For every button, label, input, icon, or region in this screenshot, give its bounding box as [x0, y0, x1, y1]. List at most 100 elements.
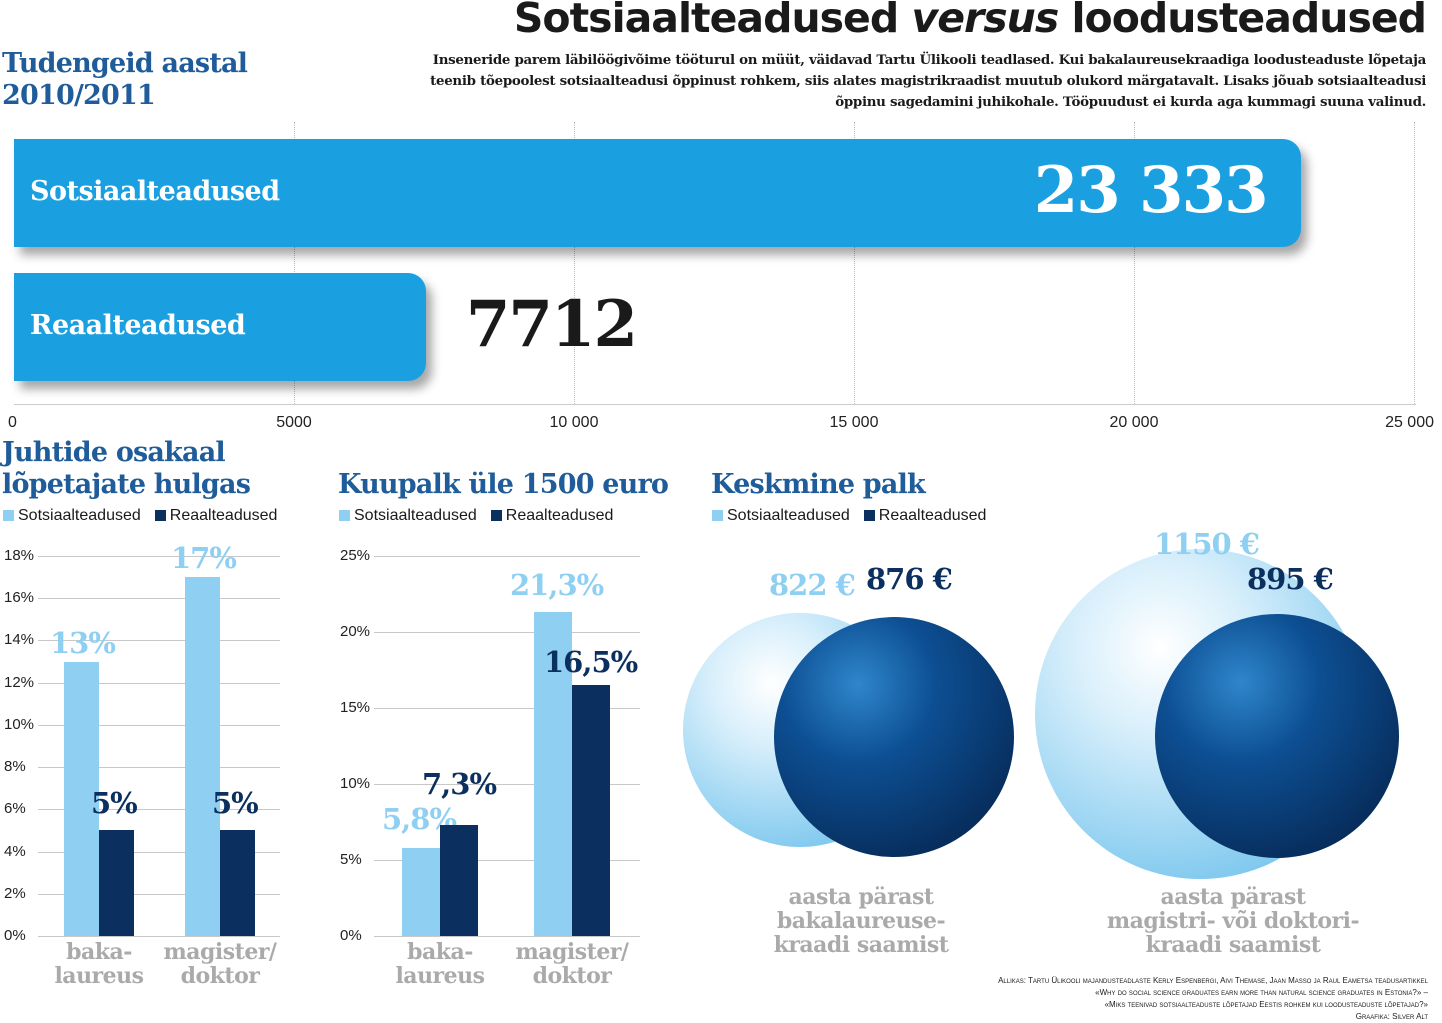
managers-bar-chart: 0% 2% 4% 6% 8% 10% 12% 14% 16% 18% 13% 5% baka-laure…: [0, 540, 300, 1010]
y-tick-label: 14%: [4, 631, 35, 649]
legend-item-social: Sotsiaalteadused: [712, 507, 850, 525]
category-label-line: magister/: [515, 939, 629, 965]
y-tick-label: 4%: [4, 842, 26, 860]
gridline: [854, 122, 855, 404]
category-label: baka-laureus: [370, 940, 510, 988]
bar-social: Sotsiaalteadused 23 333: [14, 139, 1301, 247]
lead-text: Inseneride parem läbilöögivõime tööturul…: [430, 52, 1426, 110]
title-part-2: versus: [911, 0, 1059, 42]
gridline: [294, 122, 295, 404]
legend-swatch-dark: [154, 510, 166, 522]
gridline: [38, 598, 280, 600]
category-label-line: doktor: [532, 963, 612, 989]
managers-title-line2: lõpetajate hulgas: [2, 469, 251, 500]
category-label-line: laureus: [54, 963, 144, 989]
bubble-group-bachelor: [683, 613, 1014, 857]
legend-item-natural: Reaalteadused: [154, 507, 278, 525]
managers-title-line1: Juhtide osakaal: [2, 437, 226, 468]
legend-item-social: Sotsiaalteadused: [3, 507, 141, 525]
bubble-caption-master: aasta pärast magistri- või doktori- kraa…: [1093, 885, 1373, 957]
x-tick-label: 20 000: [1109, 414, 1159, 431]
category-label-line: baka-: [407, 939, 473, 965]
bar-value-label: 23 333: [1033, 153, 1269, 228]
legend-swatch-light: [3, 510, 14, 522]
gridline: [38, 767, 280, 769]
bubble-label-natural-bachelor: 876 €: [866, 562, 953, 596]
gridline: [374, 936, 640, 937]
legend-label: Sotsiaalteadused: [727, 507, 850, 524]
bubble-label-natural-master: 895 €: [1247, 562, 1334, 596]
students-title-line2: 2010/2011: [2, 80, 156, 111]
salary-chart-title: Kuupalk üle 1500 euro: [338, 469, 669, 500]
gridline: [38, 640, 280, 642]
gridline: [38, 682, 280, 684]
legend-item-natural: Reaalteadused: [863, 507, 987, 525]
bar-social: [534, 612, 572, 936]
legend-item-natural: Reaalteadused: [490, 507, 614, 525]
y-tick-label: 18%: [4, 547, 35, 564]
gridline: [374, 632, 640, 633]
category-label-line: magister/: [163, 939, 277, 965]
y-tick-label: 0%: [4, 927, 26, 944]
x-tick-label: 5000: [276, 414, 312, 431]
page-title: Sotsiaalteadused versus loodusteadused: [513, 0, 1427, 42]
legend-label: Reaalteadused: [878, 507, 987, 524]
source-line: «Miks teenivad sotsiaalteaduste lõpetaja…: [1104, 1000, 1428, 1009]
gridline: [38, 851, 280, 853]
y-tick-label: 0%: [340, 927, 362, 944]
bar-social: [402, 847, 440, 936]
y-tick-label: 5%: [340, 851, 362, 868]
gridline: [38, 936, 280, 937]
category-label-line: baka-: [66, 939, 132, 965]
legend-label: Reaalteadused: [505, 507, 614, 524]
source-credit: Allikas: Tartu Ülikooli majandusteadlast…: [788, 975, 1428, 1023]
bar-natural: [99, 830, 134, 936]
source-line: Allikas: Tartu Ülikooli majandusteadlast…: [998, 976, 1428, 985]
bar-natural: [220, 830, 255, 936]
data-label: 5%: [212, 786, 259, 821]
bar-natural: [440, 825, 478, 936]
salary-legend: Sotsiaalteadused Reaalteadused: [339, 507, 613, 525]
y-tick-label: 10%: [340, 775, 371, 792]
x-tick-label: 10 000: [549, 414, 599, 431]
y-tick-label: 8%: [4, 758, 26, 776]
managers-chart-title: Juhtide osakaal lõpetajate hulgas: [2, 437, 251, 501]
category-label: baka-laureus: [29, 940, 169, 988]
bubble-group-master: [1035, 549, 1399, 879]
y-tick-label: 12%: [4, 673, 35, 691]
legend-item-social: Sotsiaalteadused: [339, 507, 477, 525]
bar-social: [64, 661, 99, 936]
caption-line: magistri- või doktori-: [1106, 908, 1360, 934]
category-label: magister/doktor: [502, 940, 642, 988]
category-label-line: doktor: [180, 963, 260, 989]
y-tick-label: 6%: [4, 800, 26, 818]
gridline: [374, 860, 640, 861]
students-title: Tudengeid aastal 2010/2011: [2, 48, 248, 112]
y-tick-label: 10%: [4, 715, 35, 733]
caption-line: aasta pärast: [788, 884, 934, 910]
x-tick-label: 0: [8, 414, 17, 431]
gridline: [38, 893, 280, 895]
legend-swatch-dark: [490, 510, 502, 522]
students-title-line1: Tudengeid aastal: [2, 48, 248, 79]
gridline: [374, 708, 640, 709]
managers-legend: Sotsiaalteadused Reaalteadused: [3, 507, 277, 525]
y-tick-label: 16%: [4, 589, 35, 607]
gridline: [374, 556, 640, 557]
gridline: [1134, 122, 1135, 404]
avg-salary-title: Keskmine palk: [711, 469, 926, 500]
bar-label: Reaalteadused: [30, 310, 246, 341]
gridline: [374, 784, 640, 785]
data-label: 17%: [171, 541, 237, 576]
legend-label: Sotsiaalteadused: [18, 507, 141, 524]
caption-line: kraadi saamist: [773, 932, 949, 958]
y-tick-label: 20%: [340, 623, 371, 640]
legend-label: Reaalteadused: [169, 507, 278, 524]
caption-line: bakalaureuse-: [776, 908, 946, 934]
gridline: [1414, 122, 1415, 404]
data-label: 5%: [91, 786, 138, 821]
title-part-1: Sotsiaalteadused: [513, 0, 899, 42]
avg-salary-bubbles: [683, 549, 1399, 879]
data-label: 7,3%: [422, 767, 497, 802]
bar-value-label: 7712: [465, 287, 638, 362]
